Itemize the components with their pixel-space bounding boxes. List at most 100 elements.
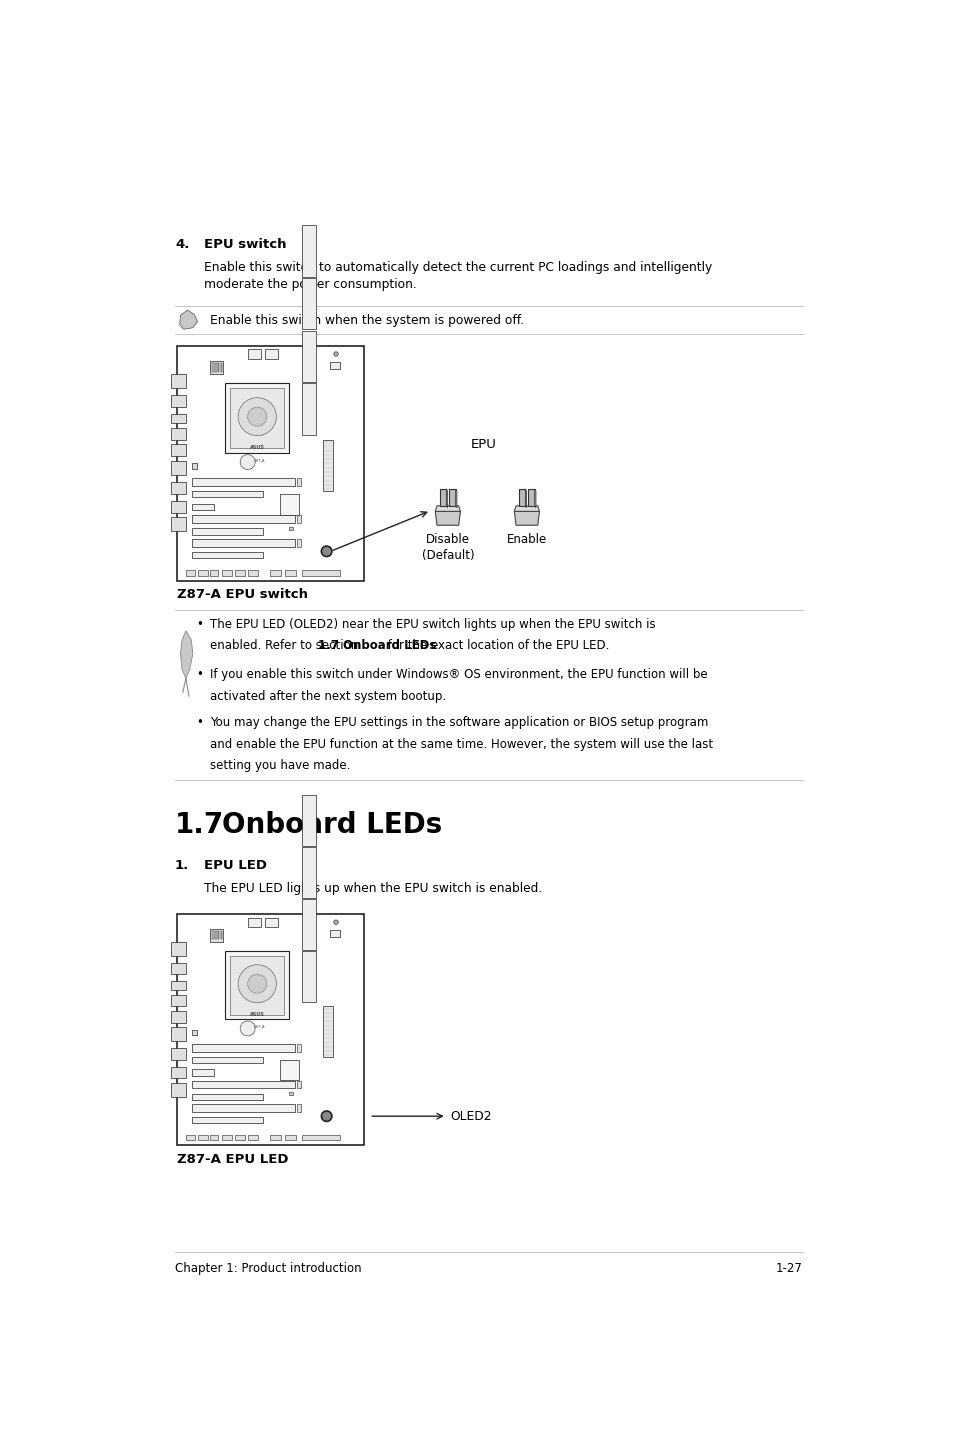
- Bar: [230, 956, 284, 1015]
- Bar: [279, 493, 298, 515]
- Bar: [186, 1135, 195, 1140]
- Text: ASUS: ASUS: [250, 1012, 264, 1017]
- Bar: [322, 1007, 333, 1057]
- Bar: [296, 1104, 301, 1112]
- Bar: [198, 569, 208, 577]
- Bar: [265, 349, 277, 358]
- Polygon shape: [534, 489, 536, 508]
- Bar: [171, 1011, 186, 1022]
- Text: The EPU LED (OLED2) near the EPU switch lights up when the EPU switch is: The EPU LED (OLED2) near the EPU switch …: [210, 617, 655, 631]
- Bar: [171, 518, 186, 532]
- Polygon shape: [179, 311, 197, 329]
- Bar: [211, 569, 217, 577]
- Text: 4.: 4.: [174, 239, 190, 252]
- Bar: [176, 915, 364, 1145]
- Text: Enable this switch to automatically detect the current PC loadings and intellige: Enable this switch to automatically dete…: [204, 262, 712, 290]
- Polygon shape: [525, 489, 526, 508]
- Bar: [171, 444, 186, 456]
- Bar: [192, 515, 294, 523]
- Bar: [296, 1081, 301, 1089]
- Bar: [285, 1135, 295, 1140]
- Bar: [302, 224, 316, 276]
- Bar: [302, 278, 316, 329]
- Bar: [279, 1060, 298, 1080]
- Bar: [270, 1135, 280, 1140]
- Bar: [302, 1135, 339, 1140]
- Text: Z87-A: Z87-A: [253, 459, 265, 463]
- Bar: [248, 349, 261, 358]
- Bar: [192, 463, 197, 469]
- Polygon shape: [449, 489, 456, 506]
- Bar: [171, 1067, 186, 1078]
- Text: activated after the next system bootup.: activated after the next system bootup.: [210, 690, 446, 703]
- Bar: [186, 569, 195, 577]
- Bar: [211, 929, 223, 942]
- Polygon shape: [435, 512, 460, 525]
- Bar: [192, 490, 263, 498]
- Circle shape: [248, 974, 267, 994]
- Text: EPU switch: EPU switch: [204, 239, 287, 252]
- Polygon shape: [528, 489, 534, 506]
- Bar: [171, 374, 186, 388]
- Bar: [220, 932, 222, 939]
- Circle shape: [321, 546, 332, 557]
- Bar: [192, 539, 294, 546]
- Text: •: •: [195, 617, 203, 631]
- Bar: [171, 942, 186, 956]
- Bar: [248, 569, 258, 577]
- Bar: [330, 362, 339, 370]
- Text: Z87-A: Z87-A: [253, 1025, 265, 1030]
- Bar: [192, 1117, 263, 1123]
- Bar: [270, 569, 280, 577]
- Text: Enable this switch when the system is powered off.: Enable this switch when the system is po…: [210, 313, 523, 326]
- Bar: [192, 503, 213, 510]
- Bar: [220, 364, 222, 371]
- Circle shape: [321, 1112, 332, 1122]
- Bar: [302, 569, 339, 577]
- Bar: [214, 932, 216, 939]
- Bar: [296, 515, 301, 523]
- Bar: [214, 364, 216, 371]
- Bar: [198, 1135, 208, 1140]
- Bar: [192, 1044, 294, 1051]
- Bar: [296, 477, 301, 486]
- Polygon shape: [439, 489, 446, 506]
- Bar: [221, 1135, 232, 1140]
- Polygon shape: [514, 512, 538, 525]
- Bar: [302, 847, 316, 897]
- Polygon shape: [435, 506, 460, 512]
- Bar: [212, 364, 213, 371]
- Text: for the exact location of the EPU LED.: for the exact location of the EPU LED.: [384, 638, 609, 653]
- Bar: [265, 917, 277, 926]
- Bar: [302, 795, 316, 846]
- Bar: [230, 388, 284, 449]
- Polygon shape: [446, 489, 447, 508]
- Text: 1-27: 1-27: [775, 1263, 802, 1276]
- Bar: [192, 1093, 263, 1100]
- Bar: [217, 364, 219, 371]
- Bar: [171, 395, 186, 407]
- Bar: [192, 528, 263, 535]
- Bar: [285, 569, 295, 577]
- Bar: [171, 1083, 186, 1097]
- Bar: [322, 440, 333, 492]
- Bar: [289, 1091, 293, 1096]
- Circle shape: [240, 454, 254, 470]
- Bar: [192, 552, 263, 558]
- Bar: [171, 429, 186, 440]
- Bar: [211, 1135, 217, 1140]
- Bar: [211, 361, 223, 374]
- Bar: [302, 951, 316, 1002]
- Text: enabled. Refer to section: enabled. Refer to section: [210, 638, 361, 653]
- Text: and enable the EPU function at the same time. However, the system will use the l: and enable the EPU function at the same …: [210, 738, 712, 751]
- Circle shape: [238, 965, 276, 1002]
- Text: If you enable this switch under Windows® OS environment, the EPU function will b: If you enable this switch under Windows®…: [210, 669, 707, 682]
- Bar: [192, 1030, 197, 1035]
- Bar: [192, 477, 294, 486]
- Text: Z87-A EPU switch: Z87-A EPU switch: [176, 588, 307, 601]
- Circle shape: [334, 352, 338, 357]
- Circle shape: [238, 398, 276, 436]
- Circle shape: [248, 407, 267, 426]
- Bar: [225, 384, 289, 453]
- Bar: [234, 569, 245, 577]
